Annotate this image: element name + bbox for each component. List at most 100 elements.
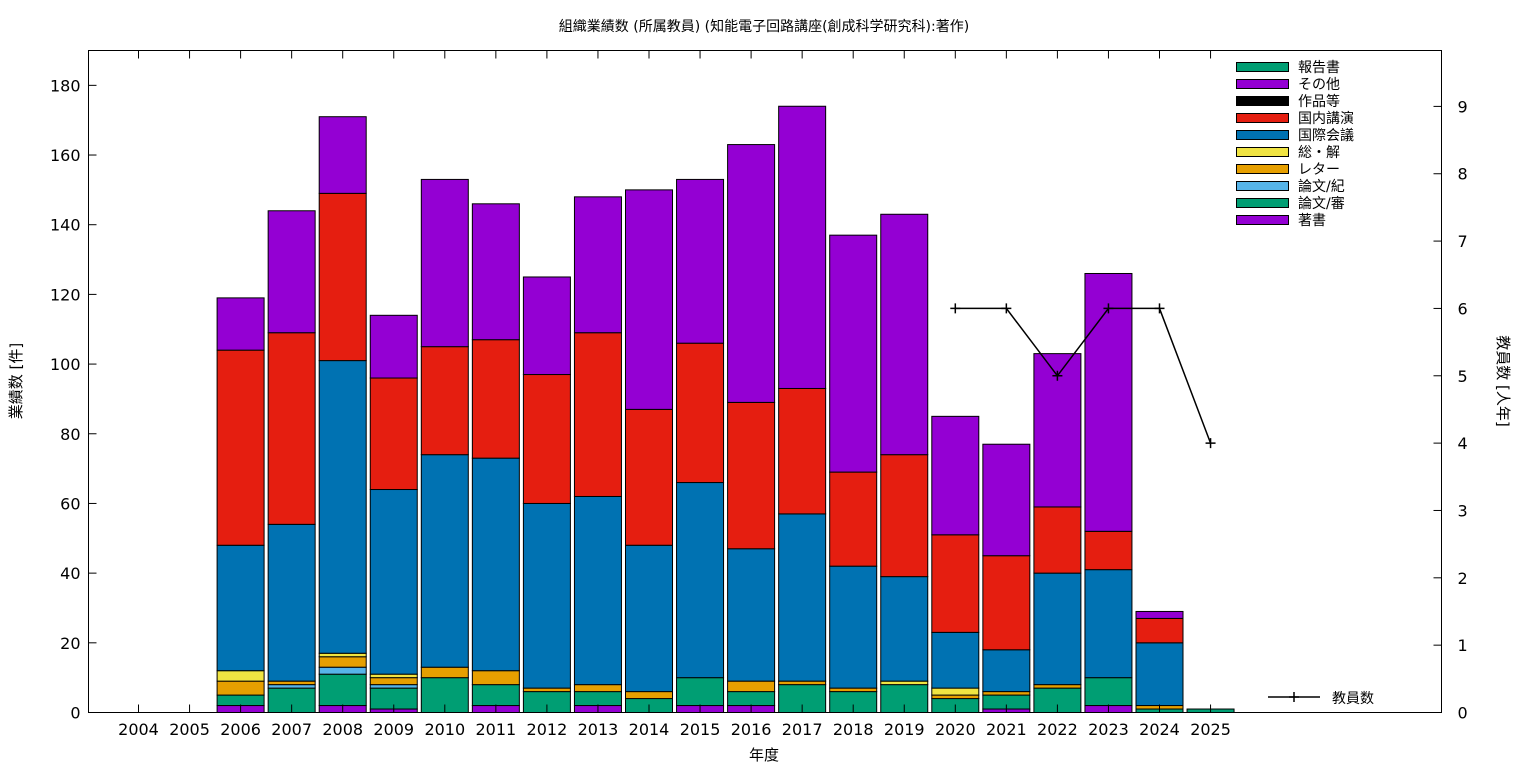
line-legend: 教員数 bbox=[1268, 691, 1374, 707]
bar-2006-series-8 bbox=[216, 297, 265, 351]
bar-2012-series-5 bbox=[522, 502, 571, 689]
legend-swatch bbox=[1236, 198, 1289, 208]
legend-label: 国際会議 bbox=[1298, 127, 1354, 144]
bar-2022-series-5 bbox=[1033, 572, 1082, 686]
legend-label: 作品等 bbox=[1298, 93, 1340, 110]
bar-2012-series-6 bbox=[522, 374, 571, 504]
bar-2013-series-6 bbox=[573, 332, 622, 497]
bar-2008-series-5 bbox=[318, 360, 367, 654]
bar-2020-series-6 bbox=[931, 534, 980, 633]
x-tick-label: 2008 bbox=[322, 720, 363, 739]
x-tick-label: 2024 bbox=[1139, 720, 1180, 739]
x-tick-label: 2025 bbox=[1190, 720, 1231, 739]
bar-2009-series-2 bbox=[369, 684, 418, 689]
bar-2015-series-6 bbox=[676, 342, 725, 484]
x-tick-label: 2022 bbox=[1037, 720, 1078, 739]
bar-2007-series-2 bbox=[267, 684, 316, 689]
legend-label: レター bbox=[1298, 162, 1340, 178]
y2-axis: 0 1 2 3 4 5 6 7 8 9 bbox=[1433, 97, 1468, 723]
bar-2023-series-6 bbox=[1084, 530, 1133, 571]
bar-2016-series-5 bbox=[727, 548, 776, 682]
legend-swatch bbox=[1236, 164, 1289, 174]
legend-label: 論文/紀 bbox=[1298, 179, 1345, 195]
bar-2019-series-5 bbox=[880, 576, 929, 682]
bar-2013-series-3 bbox=[573, 684, 622, 693]
bar-2021-series-5 bbox=[982, 649, 1031, 693]
x-tick-label: 2021 bbox=[986, 720, 1027, 739]
chart-title: 組織業績数 (所属教員) (知能電子回路講座(創成科学研究科):著作) bbox=[559, 18, 969, 35]
bar-2009-series-4 bbox=[369, 673, 418, 679]
bar-2018-series-8 bbox=[829, 234, 878, 473]
y-tick-label: 60 bbox=[60, 494, 80, 513]
legend-swatch bbox=[1236, 130, 1289, 140]
y2-tick-label: 3 bbox=[1458, 501, 1468, 520]
x-tick-label: 2009 bbox=[373, 720, 414, 739]
x-tick-label: 2011 bbox=[475, 720, 516, 739]
x-tick-label: 2013 bbox=[578, 720, 619, 739]
bar-2017-series-5 bbox=[778, 513, 827, 682]
faculty-count-point bbox=[1205, 438, 1216, 449]
bar-2011-series-5 bbox=[471, 457, 520, 672]
bar-2017-series-3 bbox=[778, 680, 827, 686]
legend-label: 著書 bbox=[1298, 213, 1326, 229]
y-tick-label: 140 bbox=[50, 216, 81, 235]
bar-2016-series-8 bbox=[727, 144, 776, 403]
bar-2013-series-5 bbox=[573, 495, 622, 686]
bar-2006-series-1 bbox=[216, 694, 265, 707]
bar-2021-series-8 bbox=[982, 443, 1031, 557]
y-tick-label: 120 bbox=[50, 285, 81, 304]
bar-2014-series-6 bbox=[625, 408, 673, 546]
y2-tick-label: 7 bbox=[1458, 232, 1468, 251]
line-legend-marker bbox=[1289, 692, 1299, 702]
bar-2020-series-8 bbox=[931, 415, 980, 536]
legend-swatch bbox=[1236, 79, 1289, 89]
bar-2008-series-1 bbox=[318, 673, 367, 707]
bar-2012-series-8 bbox=[522, 276, 571, 376]
bar-2008-series-6 bbox=[318, 192, 367, 362]
bar-2021-series-6 bbox=[982, 555, 1031, 651]
bar-2018-series-5 bbox=[829, 565, 878, 689]
line-legend-label: 教員数 bbox=[1332, 691, 1374, 707]
bar-2014-series-3 bbox=[625, 691, 673, 700]
y2-tick-label: 0 bbox=[1458, 704, 1468, 723]
bar-2006-series-6 bbox=[216, 349, 265, 546]
bars-layer bbox=[216, 105, 1235, 714]
bar-2015-series-1 bbox=[676, 677, 725, 707]
x-tick-label: 2015 bbox=[680, 720, 721, 739]
bar-2014-series-8 bbox=[625, 189, 673, 410]
legend-swatch bbox=[1236, 215, 1289, 225]
faculty-count-line bbox=[955, 307, 1212, 444]
bar-2024-series-6 bbox=[1135, 617, 1184, 644]
bar-2016-series-3 bbox=[727, 680, 776, 693]
legend-label: 論文/審 bbox=[1298, 196, 1345, 212]
bar-2019-series-4 bbox=[880, 680, 929, 686]
bar-2008-series-4 bbox=[318, 652, 367, 658]
x-tick-label: 2006 bbox=[220, 720, 261, 739]
bar-2008-series-3 bbox=[318, 656, 367, 668]
y2-tick-label: 1 bbox=[1458, 636, 1468, 655]
bar-2007-series-8 bbox=[267, 210, 316, 334]
legend-label: その他 bbox=[1298, 77, 1340, 93]
x-tick-label: 2017 bbox=[782, 720, 823, 739]
bar-2022-series-3 bbox=[1033, 684, 1082, 689]
bar-2023-series-5 bbox=[1084, 569, 1133, 679]
x-tick-label: 2014 bbox=[629, 720, 670, 739]
x-tick-label: 2004 bbox=[118, 720, 159, 739]
bar-2006-series-5 bbox=[216, 544, 265, 672]
bar-2021-series-3 bbox=[982, 691, 1031, 696]
legend-swatch bbox=[1236, 181, 1289, 191]
bar-2018-series-3 bbox=[829, 687, 878, 693]
y-tick-label: 160 bbox=[50, 146, 81, 165]
bar-2015-series-5 bbox=[676, 482, 725, 679]
bar-2012-series-3 bbox=[522, 687, 571, 693]
legend-label: 総・解 bbox=[1298, 145, 1340, 161]
y-tick-label: 80 bbox=[60, 425, 80, 444]
bar-2014-series-5 bbox=[625, 544, 673, 693]
y2-tick-label: 9 bbox=[1458, 97, 1468, 116]
bar-2007-series-6 bbox=[267, 332, 316, 525]
x-axis: 2004 2005 2006 2007 2008 2009 2010 2011 2012 2013… bbox=[118, 50, 1231, 739]
x-tick-label: 2012 bbox=[527, 720, 568, 739]
x-axis-label: 年度 bbox=[749, 746, 779, 764]
